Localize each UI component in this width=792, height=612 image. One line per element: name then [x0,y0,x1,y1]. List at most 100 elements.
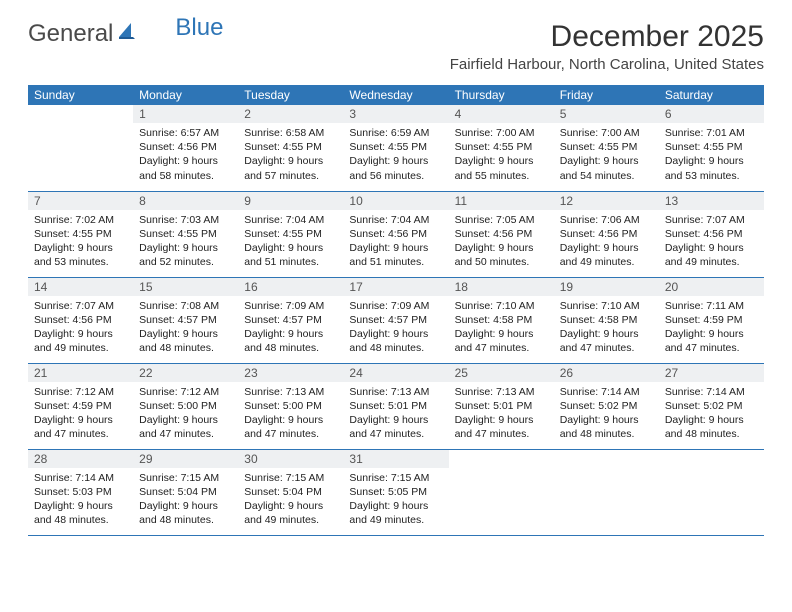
calendar-cell [659,449,764,535]
day-number: 20 [659,278,764,296]
day-number [659,450,764,468]
day-details: Sunrise: 7:10 AMSunset: 4:58 PMDaylight:… [554,296,659,361]
logo-text-general: General [28,20,113,48]
day-number: 17 [343,278,448,296]
calendar-cell [554,449,659,535]
day-number: 7 [28,192,133,210]
day-details: Sunrise: 7:05 AMSunset: 4:56 PMDaylight:… [449,210,554,275]
day-details: Sunrise: 7:12 AMSunset: 4:59 PMDaylight:… [28,382,133,447]
calendar-cell: 26Sunrise: 7:14 AMSunset: 5:02 PMDayligh… [554,363,659,449]
day-number: 28 [28,450,133,468]
calendar-cell: 31Sunrise: 7:15 AMSunset: 5:05 PMDayligh… [343,449,448,535]
weekday-header: Tuesday [238,85,343,105]
calendar-cell: 11Sunrise: 7:05 AMSunset: 4:56 PMDayligh… [449,191,554,277]
day-details: Sunrise: 7:09 AMSunset: 4:57 PMDaylight:… [238,296,343,361]
day-details: Sunrise: 7:04 AMSunset: 4:55 PMDaylight:… [238,210,343,275]
weekday-header: Sunday [28,85,133,105]
day-number: 29 [133,450,238,468]
day-number: 6 [659,105,764,123]
day-number: 13 [659,192,764,210]
calendar-cell: 9Sunrise: 7:04 AMSunset: 4:55 PMDaylight… [238,191,343,277]
day-details: Sunrise: 7:13 AMSunset: 5:00 PMDaylight:… [238,382,343,447]
calendar-cell [449,449,554,535]
calendar-cell: 22Sunrise: 7:12 AMSunset: 5:00 PMDayligh… [133,363,238,449]
day-number: 2 [238,105,343,123]
day-number: 15 [133,278,238,296]
logo-text-blue: Blue [175,14,223,42]
calendar-cell: 14Sunrise: 7:07 AMSunset: 4:56 PMDayligh… [28,277,133,363]
calendar-cell: 24Sunrise: 7:13 AMSunset: 5:01 PMDayligh… [343,363,448,449]
day-details: Sunrise: 7:06 AMSunset: 4:56 PMDaylight:… [554,210,659,275]
month-title: December 2025 [450,20,764,54]
day-number: 24 [343,364,448,382]
calendar-cell: 21Sunrise: 7:12 AMSunset: 4:59 PMDayligh… [28,363,133,449]
calendar-cell: 27Sunrise: 7:14 AMSunset: 5:02 PMDayligh… [659,363,764,449]
calendar-cell: 13Sunrise: 7:07 AMSunset: 4:56 PMDayligh… [659,191,764,277]
day-number: 9 [238,192,343,210]
day-details: Sunrise: 7:04 AMSunset: 4:56 PMDaylight:… [343,210,448,275]
day-number: 22 [133,364,238,382]
calendar-body: 1Sunrise: 6:57 AMSunset: 4:56 PMDaylight… [28,105,764,535]
calendar-row: 28Sunrise: 7:14 AMSunset: 5:03 PMDayligh… [28,449,764,535]
weekday-header: Friday [554,85,659,105]
day-number: 21 [28,364,133,382]
day-number: 31 [343,450,448,468]
day-number: 4 [449,105,554,123]
calendar-cell [28,105,133,191]
day-number: 14 [28,278,133,296]
weekday-header: Thursday [449,85,554,105]
day-number: 25 [449,364,554,382]
title-block: December 2025 Fairfield Harbour, North C… [450,20,764,81]
day-details: Sunrise: 7:14 AMSunset: 5:03 PMDaylight:… [28,468,133,533]
calendar-cell: 16Sunrise: 7:09 AMSunset: 4:57 PMDayligh… [238,277,343,363]
day-number: 26 [554,364,659,382]
calendar-cell: 29Sunrise: 7:15 AMSunset: 5:04 PMDayligh… [133,449,238,535]
calendar-cell: 4Sunrise: 7:00 AMSunset: 4:55 PMDaylight… [449,105,554,191]
calendar-cell: 6Sunrise: 7:01 AMSunset: 4:55 PMDaylight… [659,105,764,191]
day-details: Sunrise: 7:12 AMSunset: 5:00 PMDaylight:… [133,382,238,447]
day-details: Sunrise: 7:09 AMSunset: 4:57 PMDaylight:… [343,296,448,361]
day-details: Sunrise: 7:11 AMSunset: 4:59 PMDaylight:… [659,296,764,361]
logo: General Blue [28,20,223,48]
logo-sail-icon [117,20,137,48]
day-details: Sunrise: 7:14 AMSunset: 5:02 PMDaylight:… [659,382,764,447]
day-details: Sunrise: 7:02 AMSunset: 4:55 PMDaylight:… [28,210,133,275]
calendar-cell: 18Sunrise: 7:10 AMSunset: 4:58 PMDayligh… [449,277,554,363]
calendar-cell: 20Sunrise: 7:11 AMSunset: 4:59 PMDayligh… [659,277,764,363]
calendar-row: 14Sunrise: 7:07 AMSunset: 4:56 PMDayligh… [28,277,764,363]
day-number: 23 [238,364,343,382]
calendar-cell: 7Sunrise: 7:02 AMSunset: 4:55 PMDaylight… [28,191,133,277]
day-number: 27 [659,364,764,382]
day-number: 11 [449,192,554,210]
day-details: Sunrise: 7:01 AMSunset: 4:55 PMDaylight:… [659,123,764,188]
calendar-cell: 1Sunrise: 6:57 AMSunset: 4:56 PMDaylight… [133,105,238,191]
calendar-table: SundayMondayTuesdayWednesdayThursdayFrid… [28,85,764,536]
day-details: Sunrise: 7:10 AMSunset: 4:58 PMDaylight:… [449,296,554,361]
calendar-cell: 12Sunrise: 7:06 AMSunset: 4:56 PMDayligh… [554,191,659,277]
day-number: 8 [133,192,238,210]
location: Fairfield Harbour, North Carolina, Unite… [450,56,764,73]
day-details: Sunrise: 7:15 AMSunset: 5:05 PMDaylight:… [343,468,448,533]
day-details: Sunrise: 7:00 AMSunset: 4:55 PMDaylight:… [449,123,554,188]
calendar-cell: 28Sunrise: 7:14 AMSunset: 5:03 PMDayligh… [28,449,133,535]
day-details: Sunrise: 7:03 AMSunset: 4:55 PMDaylight:… [133,210,238,275]
calendar-cell: 19Sunrise: 7:10 AMSunset: 4:58 PMDayligh… [554,277,659,363]
day-details: Sunrise: 7:07 AMSunset: 4:56 PMDaylight:… [28,296,133,361]
calendar-cell: 10Sunrise: 7:04 AMSunset: 4:56 PMDayligh… [343,191,448,277]
day-number: 5 [554,105,659,123]
day-details: Sunrise: 7:15 AMSunset: 5:04 PMDaylight:… [238,468,343,533]
day-number: 16 [238,278,343,296]
weekday-header: Monday [133,85,238,105]
day-number: 10 [343,192,448,210]
calendar-cell: 8Sunrise: 7:03 AMSunset: 4:55 PMDaylight… [133,191,238,277]
day-details: Sunrise: 7:07 AMSunset: 4:56 PMDaylight:… [659,210,764,275]
day-number: 1 [133,105,238,123]
day-details: Sunrise: 7:08 AMSunset: 4:57 PMDaylight:… [133,296,238,361]
calendar-cell: 5Sunrise: 7:00 AMSunset: 4:55 PMDaylight… [554,105,659,191]
day-details: Sunrise: 6:58 AMSunset: 4:55 PMDaylight:… [238,123,343,188]
calendar-head: SundayMondayTuesdayWednesdayThursdayFrid… [28,85,764,105]
day-number: 30 [238,450,343,468]
day-number: 3 [343,105,448,123]
day-number: 18 [449,278,554,296]
calendar-row: 21Sunrise: 7:12 AMSunset: 4:59 PMDayligh… [28,363,764,449]
